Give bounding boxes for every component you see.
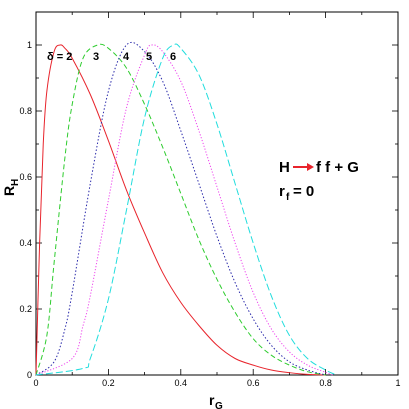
series-line-6	[35, 43, 337, 376]
y-axis-label-sub: H	[10, 179, 21, 186]
y-tick-labels: 0 0.2 0.4 0.6 0.8 1	[19, 40, 32, 380]
x-tick-labels: 0 0.2 0.4 0.6 0.8 1	[33, 378, 400, 388]
curve-label-6: 6	[170, 51, 176, 63]
x-tick-label: 0.6	[247, 378, 260, 388]
series-line-4	[35, 41, 326, 376]
curve-label-5: 5	[146, 51, 152, 63]
condition-sub: f	[286, 192, 290, 203]
series-line-2	[35, 44, 326, 376]
process-left: H	[279, 159, 290, 176]
series-line-5	[35, 44, 334, 376]
curve-label-delta-2: δ = 2	[47, 51, 72, 63]
y-axis-label: R	[1, 186, 17, 196]
y-tick-label: 1	[27, 40, 32, 50]
y-tick-label: 0.2	[19, 304, 32, 314]
y-tick-label: 0.4	[19, 238, 32, 248]
x-axis-label-sub: G	[215, 401, 223, 409]
y-tick-label: 0.6	[19, 172, 32, 182]
series-line-3	[35, 43, 326, 376]
x-tick-label: 0.2	[102, 378, 115, 388]
x-axis-label: r	[209, 392, 215, 408]
condition-value: = 0	[293, 183, 314, 200]
y-tick-label: 0	[27, 370, 32, 380]
x-tick-label: 0	[33, 378, 38, 388]
x-tick-label: 0.8	[319, 378, 332, 388]
curves	[35, 41, 337, 376]
y-tick-label: 0.8	[19, 106, 32, 116]
axis-ticks	[35, 12, 399, 376]
process-right: f f + G	[316, 159, 359, 176]
y-axis-title: R H	[1, 179, 21, 196]
x-tick-label: 0.4	[175, 378, 188, 388]
condition-main: r	[279, 183, 285, 200]
plot-frame	[35, 11, 399, 376]
curve-label-4: 4	[123, 51, 130, 63]
curve-label-3: 3	[93, 51, 99, 63]
process-arrow-icon	[293, 163, 314, 171]
x-axis-title: r G	[209, 392, 223, 409]
x-tick-label: 1	[395, 378, 400, 388]
